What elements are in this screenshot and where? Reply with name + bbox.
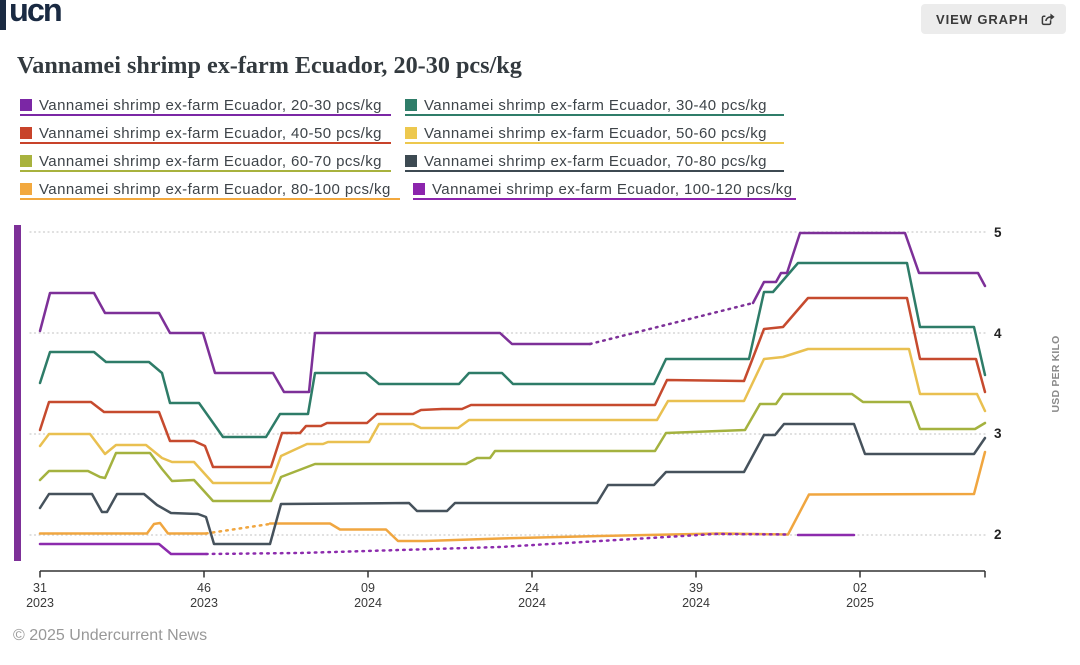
svg-text:2024: 2024: [354, 596, 382, 610]
svg-text:31: 31: [33, 581, 47, 595]
svg-text:2: 2: [994, 527, 1002, 542]
svg-text:39: 39: [689, 581, 703, 595]
svg-text:2023: 2023: [26, 596, 54, 610]
svg-text:02: 02: [853, 581, 867, 595]
svg-text:46: 46: [197, 581, 211, 595]
svg-text:24: 24: [525, 581, 539, 595]
svg-text:2024: 2024: [518, 596, 546, 610]
svg-text:2024: 2024: [682, 596, 710, 610]
svg-text:3: 3: [994, 426, 1002, 441]
svg-text:2025: 2025: [846, 596, 874, 610]
svg-text:USD PER KILO: USD PER KILO: [1050, 335, 1062, 412]
svg-text:2023: 2023: [190, 596, 218, 610]
svg-text:09: 09: [361, 581, 375, 595]
svg-text:4: 4: [994, 326, 1002, 341]
svg-text:5: 5: [994, 225, 1002, 240]
